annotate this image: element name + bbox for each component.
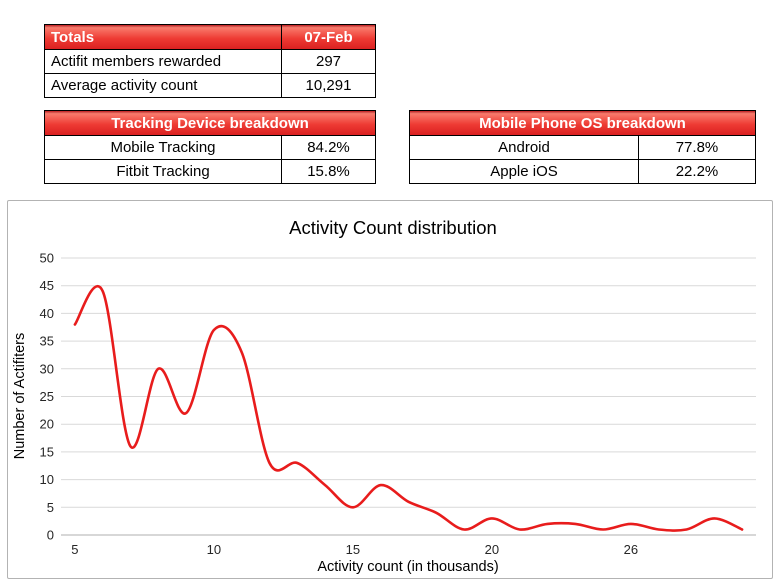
y-tick-label: 5	[47, 500, 54, 515]
totals-row-value: 297	[281, 49, 376, 74]
activity-count-chart: 0 5 10 15 20 25 30 35 40 45 50 5 10 15 20 26 Activity C…	[12, 217, 756, 575]
tracking-row-label: Fitbit Tracking	[44, 159, 282, 184]
y-tick-label: 15	[40, 444, 54, 459]
x-tick-label: 10	[207, 542, 221, 557]
totals-table: Totals 07-Feb Actifit members rewarded 2…	[44, 24, 376, 98]
tracking-row-label: Mobile Tracking	[44, 135, 282, 160]
x-axis-title: Activity count (in thousands)	[317, 559, 498, 575]
totals-row-label: Average activity count	[44, 73, 282, 98]
x-tick-label: 26	[624, 542, 638, 557]
y-tick-label: 45	[40, 278, 54, 293]
x-tick-label: 5	[71, 542, 78, 557]
table-row: Fitbit Tracking 15.8%	[44, 159, 376, 184]
line-series	[73, 285, 744, 532]
tracking-row-value: 15.8%	[281, 159, 376, 184]
table-row: Average activity count 10,291	[44, 73, 376, 98]
os-row-label: Apple iOS	[409, 159, 639, 184]
y-tick-label: 50	[40, 251, 54, 266]
tracking-device-table: Tracking Device breakdown Mobile Trackin…	[44, 110, 376, 184]
activity-line	[73, 285, 744, 532]
y-tick-label: 0	[47, 528, 54, 543]
tracking-row-value: 84.2%	[281, 135, 376, 160]
totals-row-value: 10,291	[281, 73, 376, 98]
mobile-os-table: Mobile Phone OS breakdown Android 77.8% …	[409, 110, 756, 184]
x-tick-label: 20	[485, 542, 499, 557]
table-row: Android 77.8%	[409, 135, 756, 160]
totals-header-date: 07-Feb	[281, 24, 376, 50]
tracking-device-header: Tracking Device breakdown	[44, 110, 376, 136]
table-row: Apple iOS 22.2%	[409, 159, 756, 184]
y-tick-label: 35	[40, 334, 54, 349]
chart-title: Activity Count distribution	[289, 217, 497, 238]
chart-panel: 0 5 10 15 20 25 30 35 40 45 50 5 10 15 20 26 Activity C…	[7, 200, 773, 579]
os-row-value: 77.8%	[638, 135, 756, 160]
y-tick-label: 10	[40, 472, 54, 487]
y-axis-title: Number of Actifiters	[12, 333, 28, 460]
os-row-label: Android	[409, 135, 639, 160]
table-row: Actifit members rewarded 297	[44, 49, 376, 74]
x-tick-label: 15	[346, 542, 360, 557]
axis-tick-labels: 0 5 10 15 20 25 30 35 40 45 50 5 10 15 20 26	[40, 251, 639, 558]
y-tick-label: 20	[40, 417, 54, 432]
totals-header-label: Totals	[44, 24, 282, 50]
y-tick-label: 25	[40, 389, 54, 404]
os-row-value: 22.2%	[638, 159, 756, 184]
gridlines	[61, 257, 756, 536]
y-tick-label: 40	[40, 306, 54, 321]
totals-row-label: Actifit members rewarded	[44, 49, 282, 74]
table-row: Mobile Tracking 84.2%	[44, 135, 376, 160]
mobile-os-header: Mobile Phone OS breakdown	[409, 110, 756, 136]
y-tick-label: 30	[40, 361, 54, 376]
